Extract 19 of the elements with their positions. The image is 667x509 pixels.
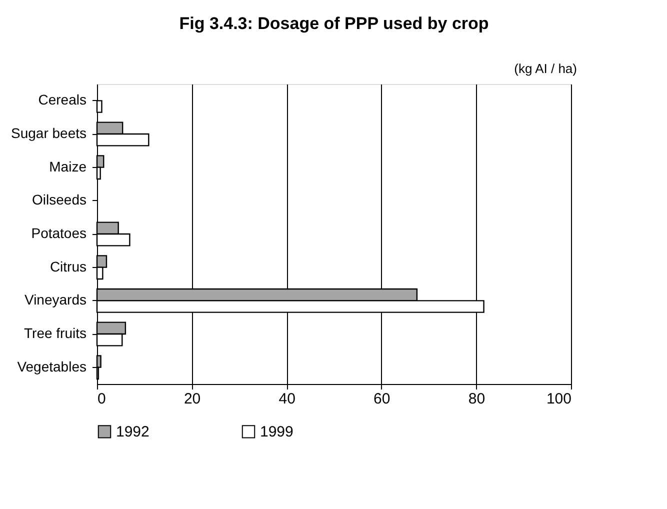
y-tick-label: Tree fruits: [24, 325, 86, 341]
y-tick-label: Vegetables: [17, 358, 86, 374]
text: (kg AI / ha): [514, 61, 577, 76]
y-tick-label: Vineyards: [24, 292, 86, 308]
legend-label: 1999: [260, 424, 294, 441]
chart-title: Fig 3.4.3: Dosage of PPP used by crop: [179, 14, 489, 33]
x-tick-label: 60: [374, 390, 390, 408]
y-tick-label: Cereals: [38, 92, 86, 108]
y-tick-label: Sugar beets: [11, 125, 86, 141]
x-tick-label: 0: [98, 390, 106, 408]
x-tick-label: 100: [546, 390, 572, 408]
y-tick-label: Citrus: [50, 258, 86, 274]
y-tick-label: Maize: [49, 158, 87, 174]
y-tick-label: Oilseeds: [32, 192, 86, 208]
x-tick-label: 80: [468, 390, 486, 408]
y-tick-label: Potatoes: [31, 225, 86, 241]
x-tick-label: 20: [184, 390, 201, 408]
legend-label: 1992: [116, 424, 150, 441]
x-tick-label: 40: [278, 390, 296, 408]
